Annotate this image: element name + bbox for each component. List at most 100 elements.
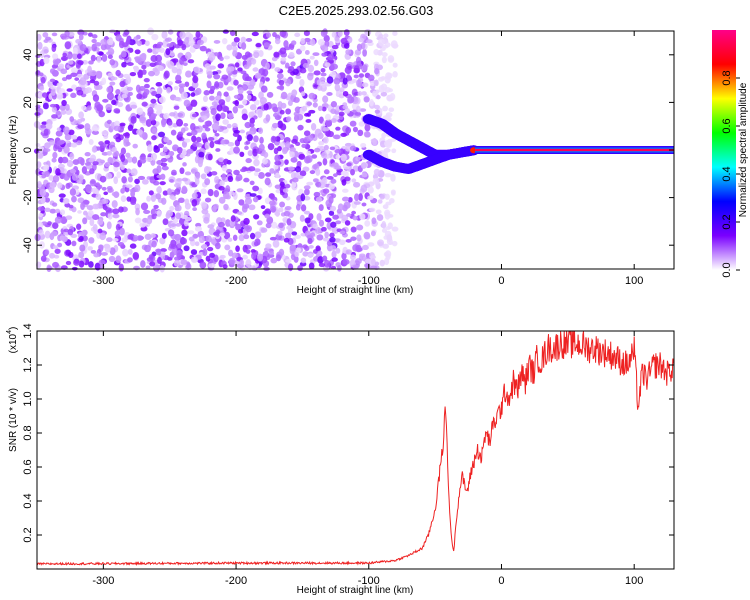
heatmap-noise-cell [99,232,107,241]
heatmap-noise-cell [213,254,219,263]
heatmap-noise-cell [284,183,291,189]
heatmap-noise-cell [62,198,70,205]
heatmap-noise-cell [94,42,102,47]
heatmap-noise-cell [100,252,108,256]
heatmap-noise-cell [133,65,140,73]
heatmap-noise-cell [245,37,253,42]
heatmap-noise-cell [78,260,85,268]
heatmap-noise-cell [384,193,390,200]
heatmap-noise-cell [388,57,394,62]
heatmap-noise-cell [244,145,249,151]
heatmap-noise-cell [179,57,185,65]
heatmap-noise-cell [377,38,385,46]
heatmap-noise-cell [302,62,309,69]
snr-xtick-label: -100 [358,575,380,587]
heatmap-noise-cell [180,91,188,100]
heatmap-noise-cell [131,156,138,164]
heatmap-noise-cell [173,260,181,267]
heatmap-noise-cell [192,207,198,212]
heatmap-noise-cell [237,86,244,95]
heatmap-noise-cell [223,91,229,97]
heatmap-noise-cell [316,213,322,221]
heatmap-noise-cell [239,259,245,266]
heatmap-noise-cell [68,251,74,258]
heatmap-noise-cell [244,197,253,205]
heatmap-noise-cell [145,156,153,163]
heatmap-noise-cell [156,186,162,193]
heatmap-noise-cell [332,173,338,178]
heatmap-noise-cell [173,105,180,110]
heatmap-noise-cell [97,218,104,226]
heatmap-noise-cell [115,255,122,264]
heatmap-noise-cell [229,190,235,196]
heatmap-noise-cell [312,223,319,229]
heatmap-noise-cell [195,136,202,143]
heatmap-noise-cell [152,67,159,73]
heatmap-noise-cell [208,53,216,61]
heatmap-noise-cell [370,258,376,266]
figure-title: C2E5.2025.293.02.56.G03 [279,3,434,18]
heatmap-noise-cell [383,33,389,38]
heatmap-noise-cell [77,197,85,204]
heatmap-noise-cell [111,191,119,197]
heatmap-noise-cell [338,239,346,246]
colorbar-tick-label: 0.6 [721,118,733,133]
heatmap-noise-cell [155,264,161,269]
heatmap-noise-cell [318,219,325,227]
heatmap-noise-cell [258,143,265,152]
heatmap-noise-cell [181,237,187,245]
heatmap-noise-cell [330,221,337,228]
heatmap-noise-cell [56,82,63,88]
heatmap-ytick-label: 0 [22,147,34,153]
heatmap-noise-cell [96,56,102,63]
heatmap-noise-cell [209,252,215,258]
heatmap-noise-cell [330,245,337,251]
heatmap-noise-cell [80,202,85,211]
heatmap-noise-cell [64,30,70,38]
heatmap-noise-cell [206,166,212,172]
heatmap-noise-cell [307,238,313,245]
snr-scale-base: (x104) [6,327,19,354]
heatmap-noise-cell [115,34,122,42]
heatmap-noise-cell [223,203,229,211]
heatmap-noise-cell [278,207,284,213]
heatmap-noise-cell [151,240,157,248]
heatmap-noise-cell [41,121,48,125]
heatmap-noise-cell [233,79,239,86]
heatmap-noise-cell [265,77,270,82]
heatmap-noise-cell [133,234,139,241]
heatmap-noise-cell [221,74,229,80]
heatmap-noise-cell [167,81,173,86]
heatmap-noise-cell [136,40,142,47]
heatmap-noise-cell [285,108,292,115]
heatmap-noise-cell [199,45,207,52]
heatmap-noise-cell [115,223,121,231]
heatmap-noise-cell [53,254,60,259]
heatmap-noise-cell [181,148,187,156]
heatmap-noise-cell [256,220,263,226]
heatmap-noise-cell [134,178,140,185]
heatmap-noise-cell [98,110,106,118]
snr-frame [36,330,675,570]
heatmap-noise-cell [201,115,208,121]
heatmap-noise-cell [114,109,121,114]
heatmap-noise-cell [222,119,229,125]
heatmap-noise-cell [285,232,292,240]
heatmap-noise-cell [350,254,356,261]
heatmap-noise-cell [92,123,100,132]
heatmap-noise-cell [391,148,397,154]
heatmap-noise-cell [249,193,257,197]
heatmap-noise-cell [331,257,338,262]
heatmap-noise-cell [352,264,359,270]
heatmap-noise-cell [330,178,337,184]
heatmap-noise-cell [253,159,260,167]
heatmap-noise-cell [120,154,126,163]
heatmap-noise-cell [92,224,98,232]
heatmap-noise-cell [86,205,94,211]
heatmap-noise-cell [47,265,53,271]
heatmap-noise-cell [42,102,49,110]
heatmap-noise-cell [330,101,338,108]
heatmap-noise-cell [314,147,321,153]
heatmap-noise-cell [187,230,195,235]
